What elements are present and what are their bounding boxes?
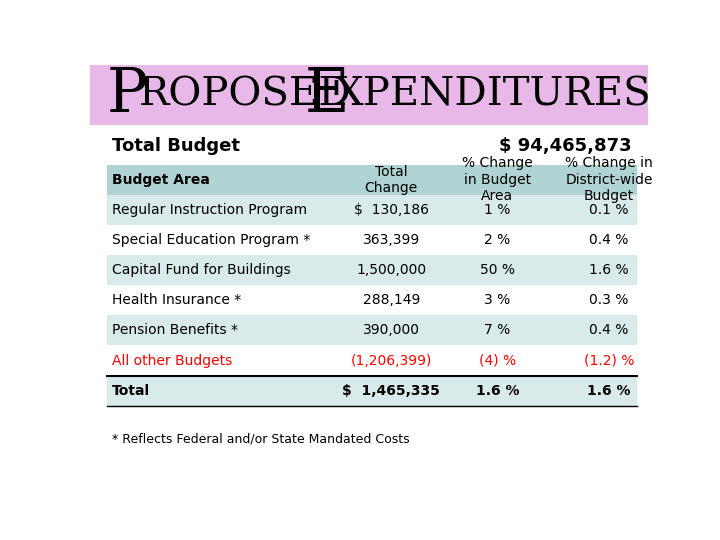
Text: 2 %: 2 % <box>485 233 510 247</box>
Text: 0.3 %: 0.3 % <box>589 293 629 307</box>
Text: P: P <box>107 65 148 125</box>
Text: 0.4 %: 0.4 % <box>589 323 629 338</box>
Text: $  1,465,335: $ 1,465,335 <box>343 384 440 397</box>
Text: Health Insurance *: Health Insurance * <box>112 293 242 307</box>
Text: 1.6 %: 1.6 % <box>476 384 519 397</box>
Text: 288,149: 288,149 <box>363 293 420 307</box>
FancyBboxPatch shape <box>90 65 648 125</box>
Text: 390,000: 390,000 <box>363 323 420 338</box>
Text: (4) %: (4) % <box>479 354 516 368</box>
Text: 1.6 %: 1.6 % <box>589 263 629 277</box>
Text: Total
Change: Total Change <box>365 165 418 195</box>
Text: 0.4 %: 0.4 % <box>589 233 629 247</box>
Text: 1 %: 1 % <box>484 203 510 217</box>
Text: (1,206,399): (1,206,399) <box>351 354 432 368</box>
Text: % Change in
District-wide
Budget: % Change in District-wide Budget <box>565 157 653 203</box>
FancyBboxPatch shape <box>107 255 637 285</box>
Text: 0.1 %: 0.1 % <box>589 203 629 217</box>
Text: 3 %: 3 % <box>485 293 510 307</box>
Text: 1,500,000: 1,500,000 <box>356 263 426 277</box>
Text: XPENDITURES: XPENDITURES <box>334 76 651 113</box>
Text: * Reflects Federal and/or State Mandated Costs: * Reflects Federal and/or State Mandated… <box>112 433 410 446</box>
Text: 50 %: 50 % <box>480 263 515 277</box>
Text: Special Education Program *: Special Education Program * <box>112 233 311 247</box>
FancyBboxPatch shape <box>107 376 637 406</box>
Text: 363,399: 363,399 <box>363 233 420 247</box>
FancyBboxPatch shape <box>107 285 637 315</box>
Text: Total: Total <box>112 384 150 397</box>
Text: Capital Fund for Buildings: Capital Fund for Buildings <box>112 263 291 277</box>
Text: Regular Instruction Program: Regular Instruction Program <box>112 203 307 217</box>
Text: Total Budget: Total Budget <box>112 137 240 155</box>
FancyBboxPatch shape <box>107 315 637 346</box>
FancyBboxPatch shape <box>107 195 637 225</box>
Text: $  130,186: $ 130,186 <box>354 203 429 217</box>
Text: E: E <box>305 65 349 125</box>
FancyBboxPatch shape <box>107 225 637 255</box>
Text: Pension Benefits *: Pension Benefits * <box>112 323 238 338</box>
Text: Budget Area: Budget Area <box>112 173 210 187</box>
Text: % Change
in Budget
Area: % Change in Budget Area <box>462 157 533 203</box>
Text: 1.6 %: 1.6 % <box>588 384 631 397</box>
FancyBboxPatch shape <box>107 165 637 195</box>
Text: ROPOSED: ROPOSED <box>139 76 352 113</box>
FancyBboxPatch shape <box>107 346 637 376</box>
Text: (1.2) %: (1.2) % <box>584 354 634 368</box>
Text: $ 94,465,873: $ 94,465,873 <box>499 137 631 155</box>
Text: All other Budgets: All other Budgets <box>112 354 233 368</box>
Text: 7 %: 7 % <box>485 323 510 338</box>
